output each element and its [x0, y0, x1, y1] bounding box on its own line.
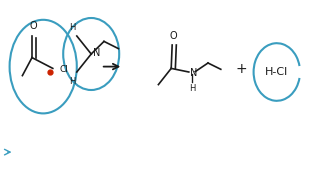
Text: H: H	[189, 84, 195, 93]
Text: Cl: Cl	[59, 65, 68, 74]
Text: H-Cl: H-Cl	[265, 67, 288, 77]
Text: O: O	[170, 30, 178, 40]
Text: H: H	[69, 22, 76, 32]
Text: +: +	[236, 62, 247, 76]
Text: N: N	[190, 68, 197, 78]
Text: O: O	[29, 21, 37, 31]
Text: N: N	[93, 48, 100, 58]
Text: H: H	[69, 76, 76, 86]
